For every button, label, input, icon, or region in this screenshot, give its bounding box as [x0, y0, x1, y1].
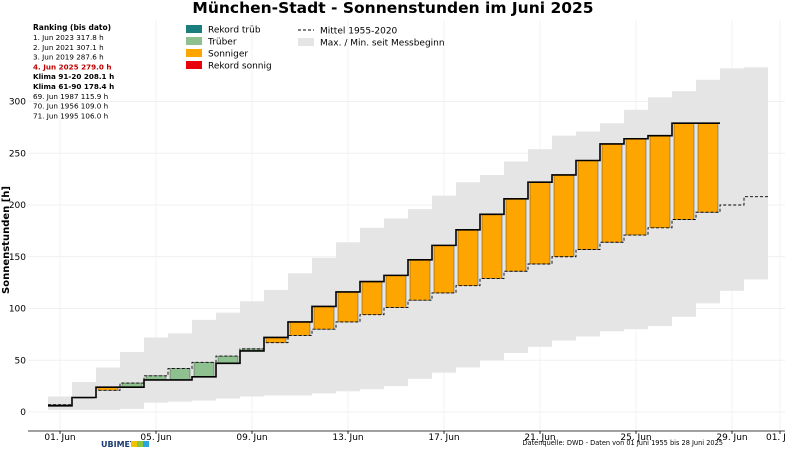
y-tick-label: 150	[9, 253, 26, 263]
y-tick-label: 300	[9, 98, 26, 108]
legend-label: Sonniger	[208, 50, 248, 60]
ranking-entry: 2. Jun 2021 307.1 h	[33, 43, 104, 52]
day-bar	[337, 291, 359, 323]
x-tick-label: 09. Jun	[236, 433, 267, 443]
x-tick-label: 01. Jul	[766, 433, 786, 443]
y-tick-label: 0	[20, 408, 26, 418]
ranking-entry: 4. Jun 2025 279.0 h	[33, 62, 112, 71]
day-bar	[217, 355, 239, 364]
x-tick-label: 17. Jun	[428, 433, 459, 443]
day-bar	[529, 182, 551, 265]
daily-bars	[49, 123, 719, 406]
envelope-step	[216, 312, 240, 399]
day-bar	[457, 229, 479, 286]
ranking-entry: 3. Jun 2019 287.6 h	[33, 53, 104, 62]
day-bar	[697, 123, 719, 213]
ranking-entry: 1. Jun 2023 317.8 h	[33, 33, 104, 42]
ubimet-logo: UBIMET	[101, 440, 149, 449]
mean-line	[48, 196, 768, 406]
day-bar	[553, 174, 575, 257]
x-tick-label: 25. Jun	[620, 433, 651, 443]
x-tick-label: 13. Jun	[332, 433, 363, 443]
y-ticks: 0 50 100 150 200 250 300	[9, 98, 26, 419]
legend: Rekord trüb Trüber Sonniger Rekord sonnig Mi…	[186, 25, 445, 72]
ranking-heading: Ranking (bis dato)	[33, 23, 111, 32]
brand-name: UBIMET	[101, 440, 136, 449]
day-bar	[577, 160, 599, 250]
envelope-step	[192, 319, 216, 401]
day-bar	[409, 259, 431, 301]
day-bar	[649, 135, 671, 228]
x-tick-label: 01. Jun	[44, 433, 75, 443]
envelope-step	[744, 67, 768, 280]
cumulative-2025-line	[48, 122, 720, 407]
logo-block-blue	[143, 441, 149, 447]
day-bar	[361, 281, 383, 315]
legend-label: Rekord sonnig	[208, 62, 272, 72]
envelope-step	[72, 381, 96, 410]
legend-label: Rekord trüb	[208, 26, 261, 36]
y-tick-label: 100	[9, 305, 26, 315]
legend-swatch	[298, 38, 314, 46]
data-source: Datenquelle: DWD - Daten von 01 Juni 195…	[522, 439, 723, 447]
day-bar	[481, 214, 503, 279]
y-tick-label: 250	[9, 149, 26, 159]
y-tick-label: 50	[15, 356, 27, 366]
legend-label: Max. / Min. seit Messbeginn	[320, 39, 445, 49]
x-tick-label: 29. Jun	[716, 433, 747, 443]
day-bar	[385, 275, 407, 308]
cumulative-2025-path	[48, 122, 720, 407]
day-bar	[433, 245, 455, 294]
y-tick-label: 200	[9, 201, 26, 211]
mean-1955-2020-line	[48, 196, 768, 406]
day-bar	[673, 123, 695, 220]
legend-swatch	[186, 37, 202, 45]
legend-swatch	[186, 25, 202, 33]
legend-label: Mittel 1955-2020	[320, 27, 398, 37]
envelope-step	[720, 68, 744, 291]
day-bar	[289, 321, 311, 336]
ranking-entry: Klima 91-20 208.1 h	[33, 72, 114, 81]
day-bar	[169, 368, 191, 381]
legend-swatch	[186, 49, 202, 57]
envelope-step	[48, 396, 72, 410]
x-tick-label: 21. Jun	[524, 433, 555, 443]
envelope-step	[120, 351, 144, 409]
day-bar	[625, 138, 647, 236]
ranking-entry: 70. Jun 1956 109.0 h	[33, 102, 108, 111]
logo-block-green	[137, 441, 143, 447]
logo-block-yellow	[131, 441, 137, 447]
envelope-step	[144, 337, 168, 403]
ranking-box: Ranking (bis dato)1. Jun 2023 317.8 h2. …	[33, 23, 114, 120]
ranking-entry: 71. Jun 1995 106.0 h	[33, 111, 108, 120]
ranking-entry: 69. Jun 1987 115.9 h	[33, 92, 108, 101]
day-bar	[505, 198, 527, 272]
legend-swatch	[186, 61, 202, 69]
x-ticks: 01. Jun 05. Jun 09. Jun 13. Jun 17. Jun 21. J…	[44, 431, 786, 443]
envelope-step	[168, 333, 192, 402]
y-axis-label: Sonnenstunden [h]	[1, 186, 12, 294]
ranking-entry: Klima 61-90 178.4 h	[33, 82, 114, 91]
legend-label: Trüber	[207, 38, 237, 48]
day-bar	[601, 143, 623, 243]
day-bar	[313, 306, 335, 330]
x-tick-label: 05. Jun	[140, 433, 171, 443]
chart-title: München-Stadt - Sonnenstunden im Juni 20…	[192, 0, 593, 17]
day-bar	[193, 362, 215, 378]
